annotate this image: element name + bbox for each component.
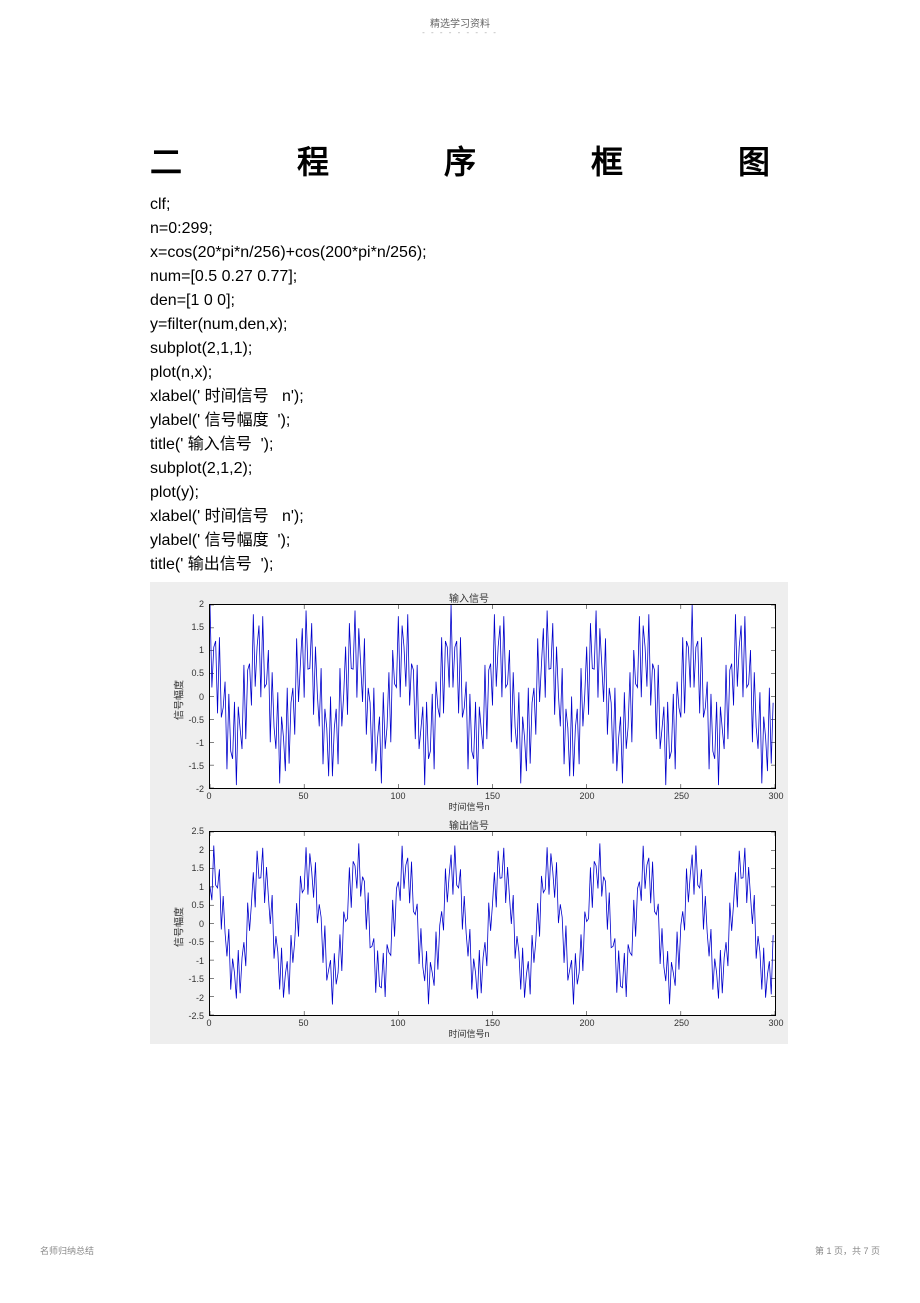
code-line: x=cos(20*pi*n/256)+cos(200*pi*n/256); [150, 241, 900, 265]
title-char-1: 二 [150, 137, 182, 183]
code-line: title(' 输出信号 '); [150, 553, 900, 577]
chart1-title: 输入信号 [154, 586, 784, 605]
code-line: ylabel(' 信号幅度 '); [150, 529, 900, 553]
title-char-4: 框 [591, 137, 623, 183]
code-line: den=[1 0 0]; [150, 289, 900, 313]
chart2-yticks: -2.5-2-1.5-1-0.500.511.522.5 [184, 831, 206, 1016]
tick-label: 1 [182, 645, 204, 655]
tick-label: -1.5 [182, 761, 204, 771]
tick-label: 1.5 [182, 622, 204, 632]
title-char-3: 序 [444, 137, 476, 183]
tick-label: -2.5 [182, 1011, 204, 1021]
chart2-xlabel: 时间信号n [154, 1027, 784, 1040]
tick-label: 1.5 [182, 863, 204, 873]
tick-label: -1 [182, 956, 204, 966]
subplot-output-signal: 输出信号 信号幅度 -2.5-2-1.5-1-0.500.511.522.5 0… [154, 813, 784, 1040]
title-char-2: 程 [297, 137, 329, 183]
chart2-plot-area [209, 831, 776, 1016]
code-line: subplot(2,1,1); [150, 337, 900, 361]
footer-left-text: 名师归纳总结 [40, 1244, 94, 1257]
tick-label: -0.5 [182, 715, 204, 725]
chart1-yticks: -2-1.5-1-0.500.511.52 [184, 604, 206, 789]
tick-label: -0.5 [182, 937, 204, 947]
code-block: clf;n=0:299;x=cos(20*pi*n/256)+cos(200*p… [20, 193, 900, 577]
tick-label: -1 [182, 738, 204, 748]
tick-label: 0 [182, 919, 204, 929]
tick-label: 1 [182, 882, 204, 892]
tick-label: 2 [182, 599, 204, 609]
code-line: subplot(2,1,2); [150, 457, 900, 481]
title-char-5: 图 [738, 137, 770, 183]
code-line: y=filter(num,den,x); [150, 313, 900, 337]
tick-label: 2.5 [182, 826, 204, 836]
code-line: title(' 输入信号 '); [150, 433, 900, 457]
chart1-plot-area [209, 604, 776, 789]
tick-label: 0 [182, 692, 204, 702]
tick-label: 0.5 [182, 668, 204, 678]
tick-label: -1.5 [182, 974, 204, 984]
subplot-input-signal: 输入信号 信号幅度 -2-1.5-1-0.500.511.52 05010015… [154, 586, 784, 813]
code-line: num=[0.5 0.27 0.77]; [150, 265, 900, 289]
code-line: clf; [150, 193, 900, 217]
code-line: n=0:299; [150, 217, 900, 241]
tick-label: -2 [182, 784, 204, 794]
chart2-title: 输出信号 [154, 813, 784, 832]
document-header-dots: - - - - - - - - - [20, 28, 900, 37]
tick-label: 0.5 [182, 900, 204, 910]
code-line: plot(n,x); [150, 361, 900, 385]
section-title: 二 程 序 框 图 [20, 137, 900, 183]
code-line: xlabel(' 时间信号 n'); [150, 385, 900, 409]
code-line: xlabel(' 时间信号 n'); [150, 505, 900, 529]
code-line: ylabel(' 信号幅度 '); [150, 409, 900, 433]
chart-container: 输入信号 信号幅度 -2-1.5-1-0.500.511.52 05010015… [150, 582, 788, 1044]
chart1-xlabel: 时间信号n [154, 800, 784, 813]
tick-label: 2 [182, 845, 204, 855]
code-line: plot(y); [150, 481, 900, 505]
tick-label: -2 [182, 993, 204, 1003]
footer-right-text: 第 1 页，共 7 页 [815, 1244, 880, 1257]
